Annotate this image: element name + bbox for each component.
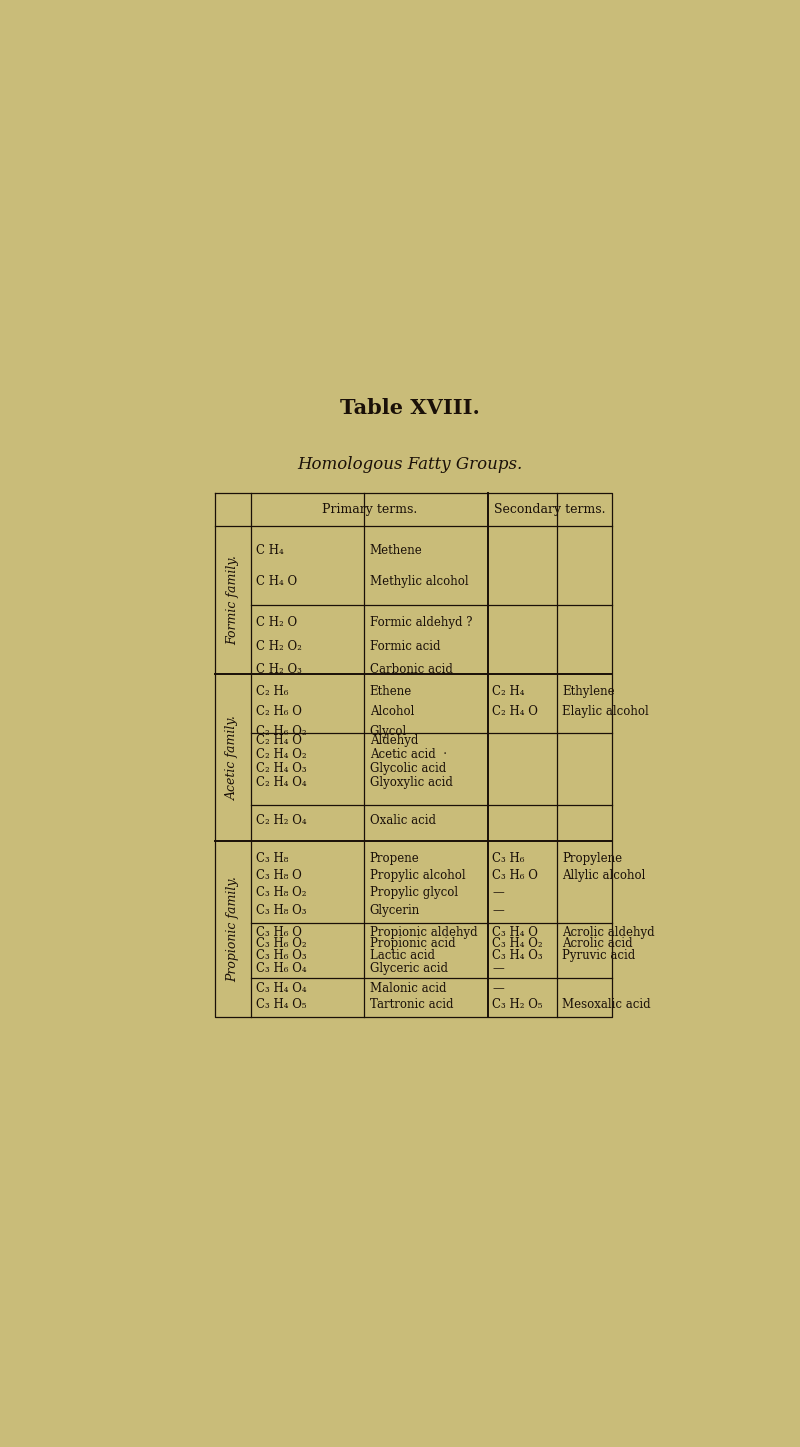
Text: Formic aldehyd ?: Formic aldehyd ?	[370, 616, 472, 629]
Text: C₂ H₆: C₂ H₆	[256, 684, 288, 697]
Text: Glycerin: Glycerin	[370, 904, 420, 917]
Text: Ethylene: Ethylene	[562, 684, 614, 697]
Text: C₃ H₈ O₃: C₃ H₈ O₃	[256, 904, 306, 917]
Text: C₃ H₆ O₃: C₃ H₆ O₃	[256, 949, 306, 962]
Text: C₃ H₂ O₅: C₃ H₂ O₅	[492, 998, 542, 1011]
Text: Propionic aldehyd: Propionic aldehyd	[370, 926, 478, 939]
Text: Mesoxalic acid: Mesoxalic acid	[562, 998, 650, 1011]
Text: C₃ H₆ O₂: C₃ H₆ O₂	[256, 938, 306, 951]
Text: C H₄: C H₄	[256, 544, 283, 557]
Text: Allylic alcohol: Allylic alcohol	[562, 870, 646, 883]
Text: Methene: Methene	[370, 544, 422, 557]
Text: C₃ H₆ O: C₃ H₆ O	[256, 926, 302, 939]
Text: Primary terms.: Primary terms.	[322, 504, 417, 517]
Text: C₂ H₂ O₄: C₂ H₂ O₄	[256, 815, 306, 826]
Text: C₃ H₄ O₂: C₃ H₄ O₂	[492, 938, 542, 951]
Text: C₃ H₄ O₃: C₃ H₄ O₃	[492, 949, 542, 962]
Text: Alcohol: Alcohol	[370, 705, 414, 718]
Text: C₃ H₈ O: C₃ H₈ O	[256, 870, 302, 883]
Text: C₃ H₆ O: C₃ H₆ O	[492, 870, 538, 883]
Text: Aldehyd: Aldehyd	[370, 734, 418, 747]
Text: C₂ H₄ O: C₂ H₄ O	[492, 705, 538, 718]
Text: Tartronic acid: Tartronic acid	[370, 998, 453, 1011]
Text: C H₂ O₃: C H₂ O₃	[256, 663, 302, 676]
Text: Carbonic acid: Carbonic acid	[370, 663, 453, 676]
Text: C₃ H₄ O: C₃ H₄ O	[492, 926, 538, 939]
Text: Pyruvic acid: Pyruvic acid	[562, 949, 635, 962]
Text: Acetic family.: Acetic family.	[226, 715, 239, 800]
Text: Acrolic acid: Acrolic acid	[562, 938, 633, 951]
Text: Methylic alcohol: Methylic alcohol	[370, 576, 468, 589]
Text: Glycolic acid: Glycolic acid	[370, 761, 446, 774]
Text: —: —	[492, 962, 504, 975]
Text: Propionic family.: Propionic family.	[226, 875, 239, 983]
Text: Ethene: Ethene	[370, 684, 412, 697]
Text: Propionic acid: Propionic acid	[370, 938, 455, 951]
Text: —: —	[492, 904, 504, 917]
Text: Elaylic alcohol: Elaylic alcohol	[562, 705, 649, 718]
Text: Acrolic aldehyd: Acrolic aldehyd	[562, 926, 654, 939]
Text: Formic acid: Formic acid	[370, 640, 440, 653]
Text: C₂ H₆ O: C₂ H₆ O	[256, 705, 302, 718]
Text: —: —	[492, 887, 504, 900]
Text: C₃ H₈: C₃ H₈	[256, 852, 288, 865]
Text: Propylic alcohol: Propylic alcohol	[370, 870, 466, 883]
Text: Propene: Propene	[370, 852, 419, 865]
Text: Propylene: Propylene	[562, 852, 622, 865]
Text: Acetic acid  ·: Acetic acid ·	[370, 748, 446, 761]
Text: Homologous Fatty Groups.: Homologous Fatty Groups.	[298, 456, 522, 473]
Text: C₃ H₄ O₄: C₃ H₄ O₄	[256, 983, 306, 994]
Text: C₂ H₄ O₂: C₂ H₄ O₂	[256, 748, 306, 761]
Text: C H₂ O: C H₂ O	[256, 616, 297, 629]
Text: Malonic acid: Malonic acid	[370, 983, 446, 994]
Text: —: —	[492, 983, 504, 994]
Text: C₃ H₄ O₅: C₃ H₄ O₅	[256, 998, 306, 1011]
Text: Secondary terms.: Secondary terms.	[494, 504, 606, 517]
Text: C₂ H₄ O₃: C₂ H₄ O₃	[256, 761, 306, 774]
Text: Glyceric acid: Glyceric acid	[370, 962, 448, 975]
Text: C₃ H₆ O₄: C₃ H₆ O₄	[256, 962, 306, 975]
Text: C₃ H₈ O₂: C₃ H₈ O₂	[256, 887, 306, 900]
Text: Table XVIII.: Table XVIII.	[340, 398, 480, 418]
Text: C₂ H₄ O: C₂ H₄ O	[256, 734, 302, 747]
Text: C₂ H₆ O₂: C₂ H₆ O₂	[256, 725, 306, 738]
Text: Formic family.: Formic family.	[226, 556, 239, 645]
Text: Lactic acid: Lactic acid	[370, 949, 434, 962]
Text: Glycol: Glycol	[370, 725, 407, 738]
Text: Glyoxylic acid: Glyoxylic acid	[370, 776, 453, 789]
Text: C₂ H₄ O₄: C₂ H₄ O₄	[256, 776, 306, 789]
Text: C₃ H₆: C₃ H₆	[492, 852, 525, 865]
Text: Oxalic acid: Oxalic acid	[370, 815, 436, 826]
Text: Propylic glycol: Propylic glycol	[370, 887, 458, 900]
Text: C H₂ O₂: C H₂ O₂	[256, 640, 302, 653]
Text: C H₄ O: C H₄ O	[256, 576, 297, 589]
Text: C₂ H₄: C₂ H₄	[492, 684, 525, 697]
